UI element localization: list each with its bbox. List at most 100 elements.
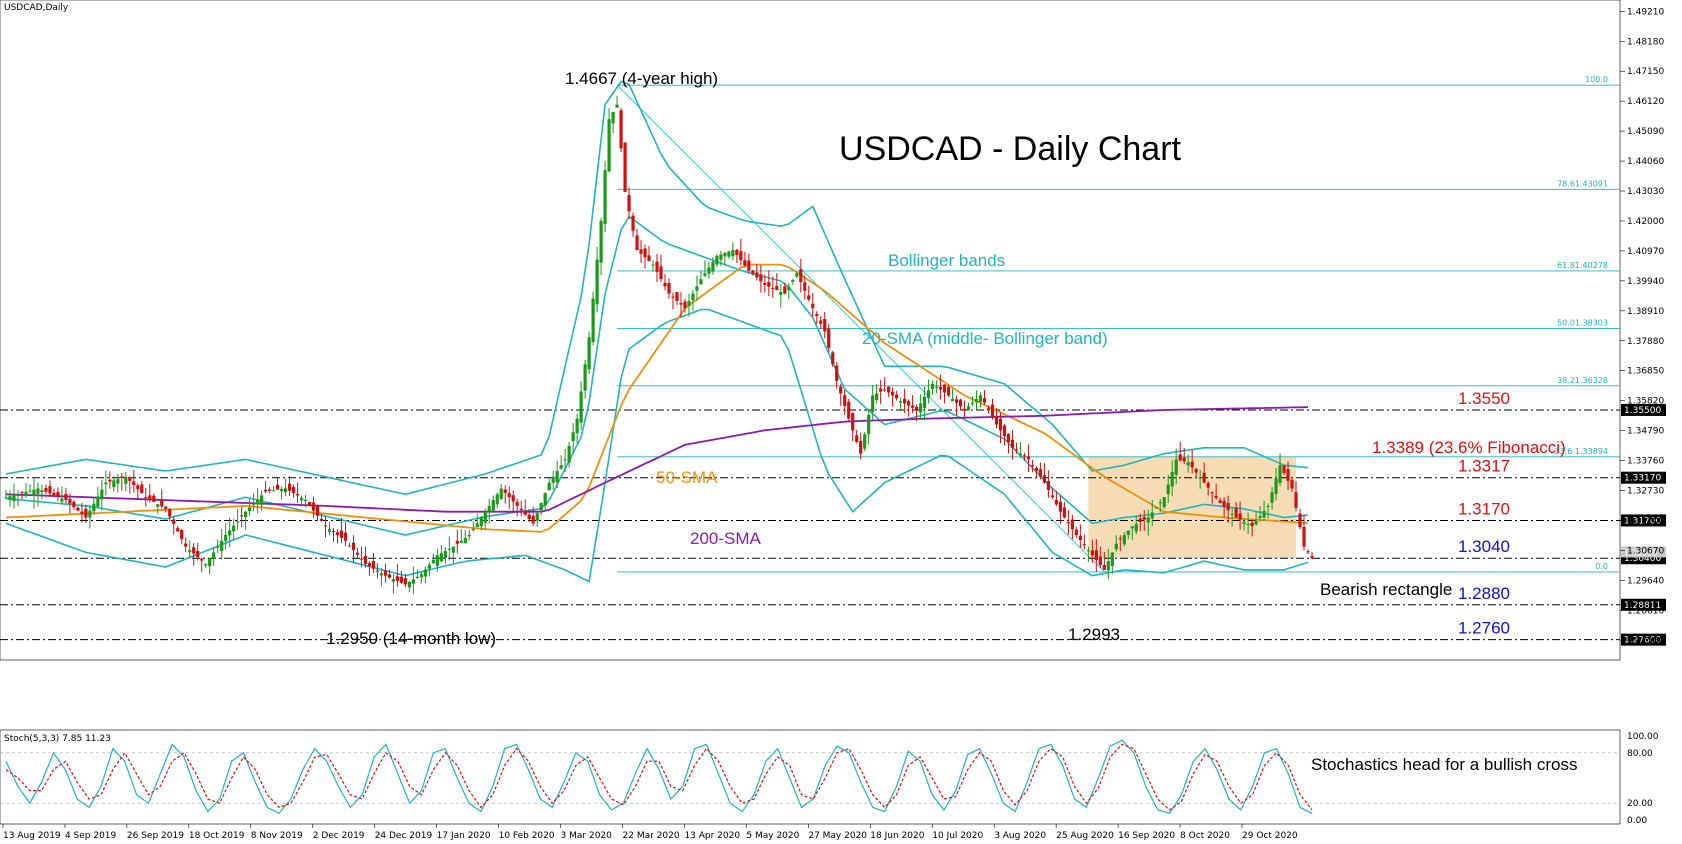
candle-body <box>383 570 388 576</box>
candle-body <box>938 387 943 390</box>
candle-body <box>699 279 703 285</box>
y-tick-label: 1.31700 <box>1627 516 1664 526</box>
candle-body <box>982 398 987 403</box>
candle-body <box>236 521 240 523</box>
y-tick-label: 1.49210 <box>1627 7 1664 17</box>
candle-body <box>871 395 875 412</box>
candle-body <box>252 503 256 505</box>
level-price-box-label: 1.28811 <box>1624 601 1661 611</box>
y-tick-label: 1.43030 <box>1627 187 1664 197</box>
candle-body <box>611 111 615 124</box>
candle-body <box>327 529 332 532</box>
candle-body <box>487 505 491 512</box>
candle-body <box>503 489 507 493</box>
candle-body <box>1034 468 1039 472</box>
y-tick-label: 1.37880 <box>1627 337 1664 347</box>
candle-body <box>1050 495 1054 498</box>
x-tick-label: 29 Oct 2020 <box>1242 831 1298 841</box>
candle-body <box>343 532 348 541</box>
level-price-box <box>1621 633 1666 646</box>
candle-body <box>1202 472 1206 483</box>
candle-body <box>687 300 691 306</box>
candle-body <box>998 418 1003 431</box>
candle-body <box>767 282 771 287</box>
candle-body <box>946 386 951 396</box>
candle-body <box>966 406 971 411</box>
candle-body <box>451 546 455 553</box>
candle-body <box>691 293 695 301</box>
candle-body <box>100 489 104 500</box>
candle-body <box>1046 481 1051 490</box>
candle-body <box>1230 513 1234 515</box>
candle-body <box>1118 538 1122 540</box>
candle-body <box>547 482 551 491</box>
candle-body <box>819 320 823 324</box>
fibonacci-label: 50.01.38303 <box>1557 319 1608 328</box>
candle-body <box>136 485 140 490</box>
candle-body <box>132 481 136 485</box>
candle-body <box>299 497 304 501</box>
candle-body <box>375 570 380 572</box>
y-tick-label: 1.45090 <box>1627 127 1664 137</box>
candle-body <box>1198 477 1202 479</box>
y-tick-label: 1.29640 <box>1627 576 1664 586</box>
candle-body <box>707 267 711 274</box>
candle-body <box>795 273 799 277</box>
candle-body <box>986 408 991 410</box>
candle-body <box>583 364 587 391</box>
candle-body <box>942 384 947 393</box>
stoch-plot-area <box>0 729 1621 825</box>
candle-body <box>291 486 296 494</box>
x-tick-label: 22 Mar 2020 <box>623 831 680 841</box>
candle-body <box>28 490 32 492</box>
x-tick-label: 16 Sep 2020 <box>1118 831 1175 841</box>
candle-body <box>56 491 60 497</box>
level-label: 1.2880 <box>1458 584 1510 603</box>
candle-body <box>164 506 168 509</box>
candle-body <box>926 390 931 398</box>
candle-body <box>903 398 907 404</box>
fibonacci-trend-line <box>616 84 1105 573</box>
candle-body <box>1126 530 1130 535</box>
level-price-box-label: 1.27600 <box>1624 636 1661 646</box>
fibonacci-label: 38.21.36328 <box>1557 376 1608 385</box>
y-tick-label: 1.36850 <box>1627 367 1664 377</box>
candle-body <box>443 550 447 558</box>
x-tick-label: 3 Mar 2020 <box>561 831 613 841</box>
level-label: 1.3550 <box>1458 389 1510 408</box>
candle-body <box>319 519 324 522</box>
candle-body <box>1186 462 1190 466</box>
current-price-box <box>1621 546 1666 558</box>
stoch-d-line <box>5 743 1313 811</box>
candle-body <box>140 484 144 494</box>
candle-body <box>655 261 659 272</box>
y-tick-label: 1.42000 <box>1627 217 1664 227</box>
candle-body <box>575 418 579 434</box>
candle-body <box>36 488 40 494</box>
candle-body <box>64 493 68 501</box>
candle-body <box>1290 479 1294 489</box>
x-tick-label: 27 May 2020 <box>808 831 867 841</box>
candle-body <box>667 282 671 294</box>
candle-body <box>859 441 863 454</box>
candle-body <box>431 560 435 563</box>
candle-body <box>204 564 208 566</box>
current-price-box-label: 1.30596 <box>1624 548 1657 557</box>
candle-body <box>511 495 515 502</box>
candle-body <box>168 508 172 517</box>
candle-body <box>52 492 56 496</box>
candle-body <box>415 576 419 578</box>
candle-body <box>1258 516 1262 518</box>
candle-body <box>124 476 128 484</box>
x-tick-label: 13 Apr 2020 <box>684 831 740 841</box>
candle-body <box>1286 469 1290 481</box>
candle-body <box>990 404 995 418</box>
candle-body <box>1218 500 1222 503</box>
candle-body <box>1170 471 1174 487</box>
fibonacci-label: 100.0 <box>1585 75 1608 84</box>
candle-body <box>1138 518 1142 522</box>
candle-body <box>1214 495 1218 498</box>
candle-body <box>20 492 24 494</box>
stoch-y-tick-label: 20.00 <box>1627 799 1653 809</box>
candle-body <box>216 546 220 548</box>
